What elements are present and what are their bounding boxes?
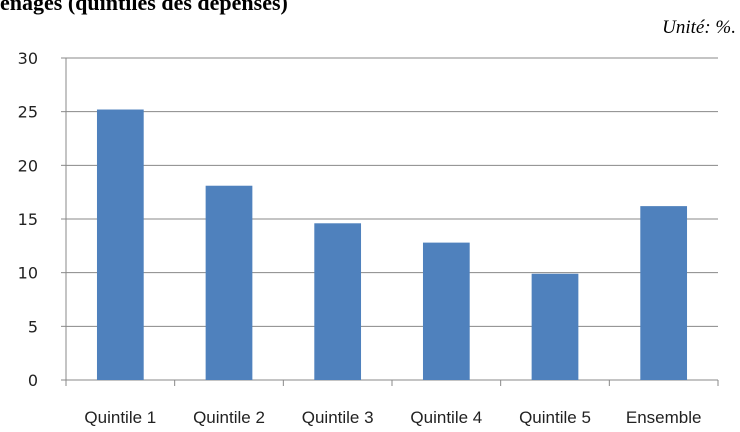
bar-quintile-4: [422, 242, 470, 380]
x-category-label: Quintile 2: [193, 408, 265, 427]
bar-quintile-2: [205, 185, 253, 380]
bar-quintile-3: [314, 223, 362, 380]
bar-quintile-1: [96, 109, 144, 381]
y-tick-label: 25: [18, 103, 38, 122]
bars: [96, 109, 688, 381]
x-category-label: Quintile 1: [84, 408, 156, 427]
gridlines: [66, 57, 718, 327]
x-category-label: Quintile 4: [410, 408, 482, 427]
bar-quintile-5: [531, 273, 579, 380]
bar-ensemble: [640, 206, 688, 380]
y-tick-label: 5: [28, 317, 38, 336]
y-tick-labels: 0 5 10 15 20 25 30: [18, 49, 38, 390]
y-tick-label: 10: [18, 264, 38, 283]
y-tick-label: 15: [18, 210, 38, 229]
chart-title-fragment: énages (quintiles des dépenses): [0, 0, 288, 15]
x-category-label: Ensemble: [626, 408, 702, 427]
unit-label: Unité: %.: [662, 17, 736, 38]
y-tick-label: 0: [28, 371, 38, 390]
x-tick-labels: Quintile 1 Quintile 2 Quintile 3 Quintile 4…: [84, 408, 701, 427]
axes: [61, 57, 719, 386]
x-category-label: Quintile 5: [519, 408, 591, 427]
y-tick-label: 20: [18, 156, 38, 175]
y-tick-label: 30: [18, 49, 38, 68]
x-category-label: Quintile 3: [302, 408, 374, 427]
